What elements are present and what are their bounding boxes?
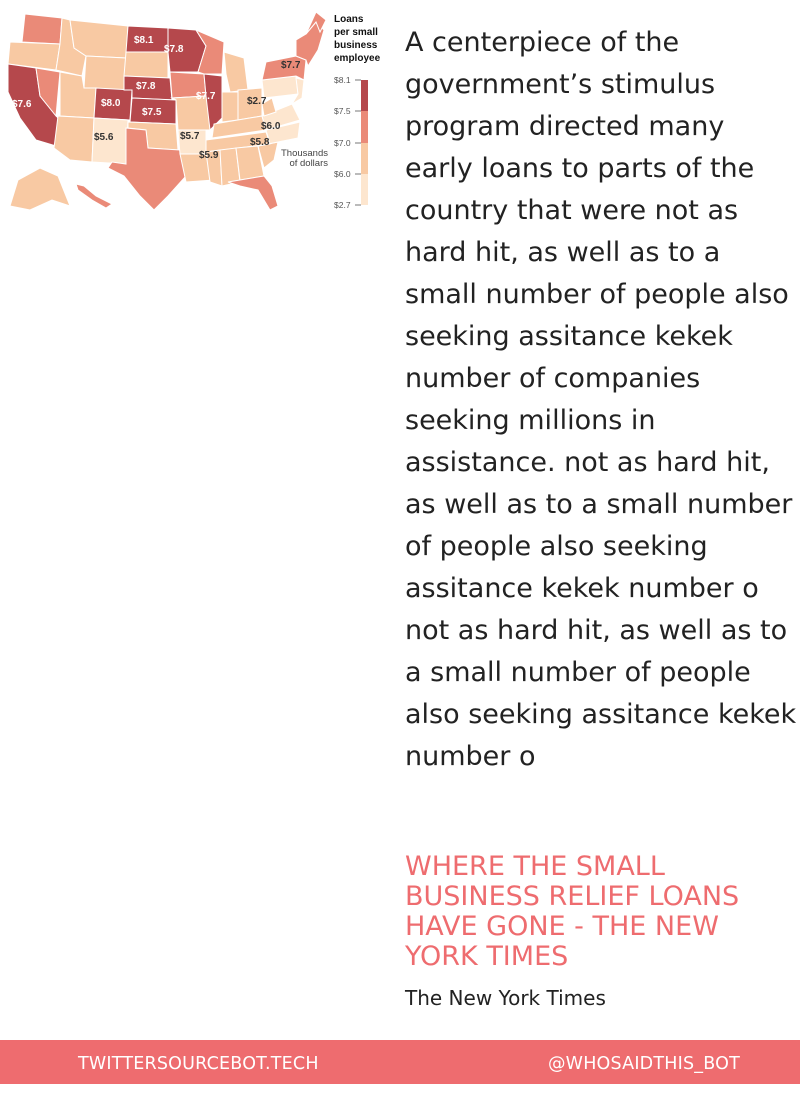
- legend-title-line-4: employee: [334, 53, 381, 64]
- us-loans-map-image: $8.1 $7.8 $7.7 $7.8 $8.0 $7.5 $7.7 $2.7 …: [0, 0, 395, 220]
- map-label-ohio: $2.7: [247, 96, 267, 107]
- legend-swatch-3: [361, 143, 368, 174]
- legend-title-line-3: business: [334, 40, 378, 51]
- state-washington: [21, 13, 63, 45]
- legend-units-line-2: of dollars: [289, 158, 328, 169]
- map-label-kansas: $7.5: [142, 107, 162, 118]
- state-arizona: [53, 115, 95, 163]
- legend-tick-2: $7.5: [334, 106, 351, 116]
- legend-units-line-1: Thousands: [281, 148, 328, 159]
- footer-site-link[interactable]: TWITTERSOURCEBOT.TECH: [78, 1054, 319, 1074]
- legend-tick-5: $2.7: [334, 200, 351, 210]
- map-label-carolina: $5.8: [250, 137, 270, 148]
- map-label-california: $7.6: [12, 99, 32, 110]
- map-label-northeast: $7.7: [281, 60, 301, 71]
- map-label-new-mexico: $5.6: [94, 132, 114, 143]
- footer-bar: TWITTERSOURCEBOT.TECH @WHOSAIDTHIS_BOT: [0, 1040, 800, 1084]
- state-texas: [107, 127, 187, 211]
- map-legend: Loans per small business employee $8.1 $…: [281, 14, 381, 210]
- state-west-virginia: [261, 97, 277, 117]
- state-michigan: [223, 51, 249, 93]
- us-map-graphic: $8.1 $7.8 $7.7 $7.8 $8.0 $7.5 $7.7 $2.7 …: [7, 11, 381, 211]
- state-nevada: [35, 67, 61, 118]
- article-headline[interactable]: WHERE THE SMALL BUSINESS RELIEF LOANS HA…: [405, 851, 740, 972]
- state-mid-atlantic: [291, 77, 305, 105]
- legend-tick-3: $7.0: [334, 138, 351, 148]
- map-label-colorado: $8.0: [101, 98, 121, 109]
- map-label-nebraska: $7.8: [136, 81, 156, 92]
- state-south-dakota: [123, 51, 169, 79]
- state-hawaii: [75, 183, 113, 209]
- state-wyoming: [83, 55, 127, 91]
- legend-swatch-4: [361, 174, 368, 205]
- state-alaska: [9, 167, 71, 211]
- article-body-text: A centerpiece of the government’s stimul…: [405, 27, 797, 772]
- state-maine: [305, 11, 327, 35]
- state-indiana: [221, 91, 239, 123]
- legend-tick-1: $8.1: [334, 75, 351, 85]
- legend-title-line-2: per small: [334, 27, 378, 38]
- map-label-virginia: $6.0: [261, 121, 281, 132]
- map-value-labels: $8.1 $7.8 $7.7 $7.8 $8.0 $7.5 $7.7 $2.7 …: [12, 35, 301, 161]
- legend-swatch-2: [361, 111, 368, 143]
- map-label-arkansas: $5.7: [180, 131, 200, 142]
- footer-handle-link[interactable]: @WHOSAIDTHIS_BOT: [547, 1054, 740, 1074]
- legend-swatch-1: [361, 80, 368, 111]
- article-source: The New York Times: [405, 986, 606, 1010]
- map-label-mississippi: $5.9: [199, 150, 219, 161]
- state-florida: [227, 175, 279, 211]
- state-virginia: [261, 103, 301, 131]
- map-label-illinois: $7.7: [196, 91, 216, 102]
- state-north-carolina: [257, 121, 301, 147]
- legend-title-line-1: Loans: [334, 14, 364, 25]
- legend-tick-4: $6.0: [334, 169, 351, 179]
- map-label-minnesota: $7.8: [164, 44, 184, 55]
- map-label-north-dakota: $8.1: [134, 35, 154, 46]
